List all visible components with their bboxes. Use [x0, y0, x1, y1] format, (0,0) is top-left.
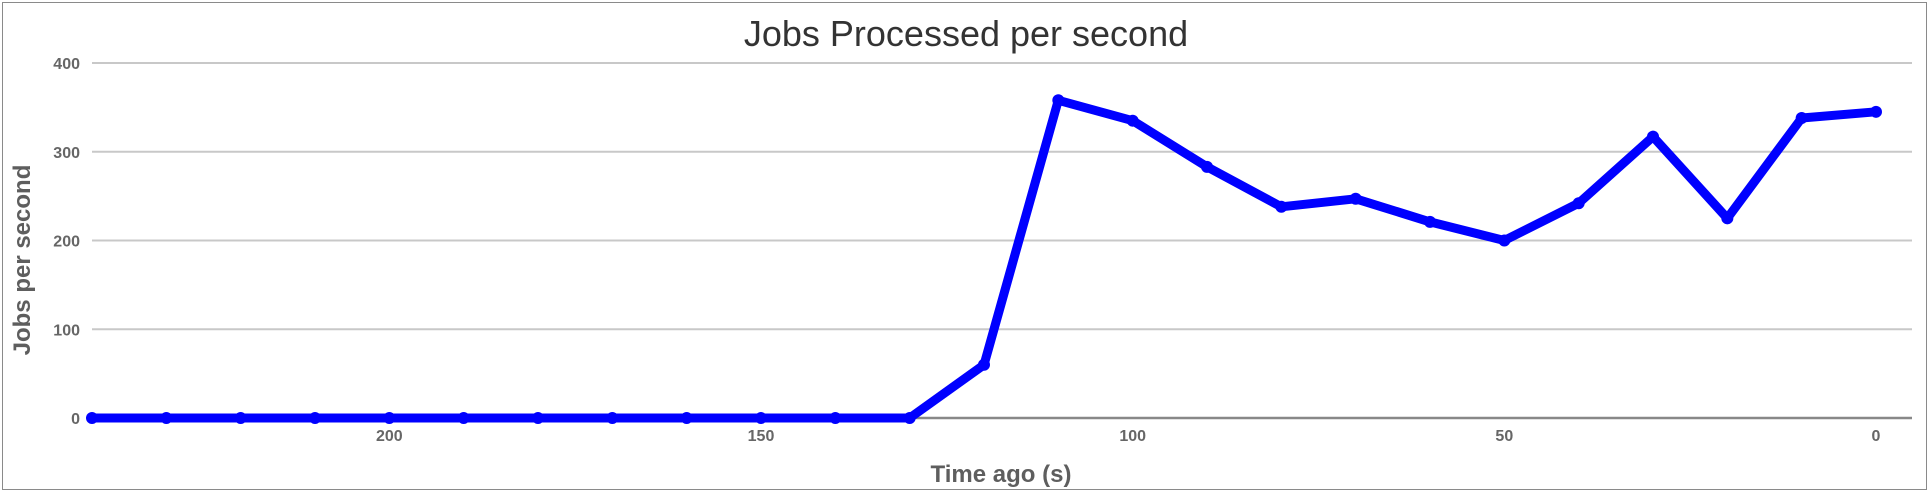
data-point	[1572, 197, 1585, 210]
data-point	[1349, 192, 1362, 205]
y-tick-label: 0	[71, 411, 80, 428]
y-tick-label: 400	[53, 56, 80, 73]
x-tick-label: 0	[1872, 428, 1881, 445]
data-point	[1424, 215, 1436, 228]
data-point	[1647, 130, 1659, 143]
data-point	[903, 412, 916, 424]
y-tick-label: 200	[53, 234, 80, 251]
y-tick-label: 100	[53, 322, 80, 339]
x-tick-label: 200	[376, 428, 403, 445]
data-point	[1052, 94, 1065, 107]
data-point	[532, 412, 544, 424]
data-point	[1275, 200, 1288, 213]
data-point	[160, 412, 173, 424]
y-tick-labels: 0 100 200 300 400	[53, 56, 80, 428]
data-point	[1721, 212, 1734, 225]
data-point	[1498, 234, 1511, 247]
data-point	[1795, 112, 1808, 125]
x-tick-label: 100	[1119, 428, 1146, 445]
data-points	[86, 94, 1882, 424]
data-point	[1201, 160, 1213, 173]
data-point	[755, 412, 767, 424]
y-axis-label: Jobs per second	[9, 165, 36, 356]
y-tick-label: 300	[53, 145, 80, 162]
data-point	[234, 412, 247, 424]
data-point	[606, 412, 619, 424]
data-point	[978, 358, 990, 371]
data-point	[1126, 114, 1139, 127]
x-tick-labels: 200 150 100 50 0	[376, 428, 1881, 445]
x-axis-label: Time ago (s)	[931, 461, 1072, 488]
chart-title: Jobs Processed per second	[744, 13, 1188, 54]
data-point	[86, 412, 98, 424]
data-point	[457, 412, 470, 424]
x-tick-label: 150	[748, 428, 775, 445]
data-point	[829, 412, 842, 424]
grid-lines	[92, 62, 1912, 331]
data-point	[1870, 105, 1882, 118]
x-tick-label: 50	[1495, 428, 1513, 445]
data-point	[309, 412, 321, 424]
data-point	[383, 412, 396, 424]
data-point	[680, 412, 693, 424]
